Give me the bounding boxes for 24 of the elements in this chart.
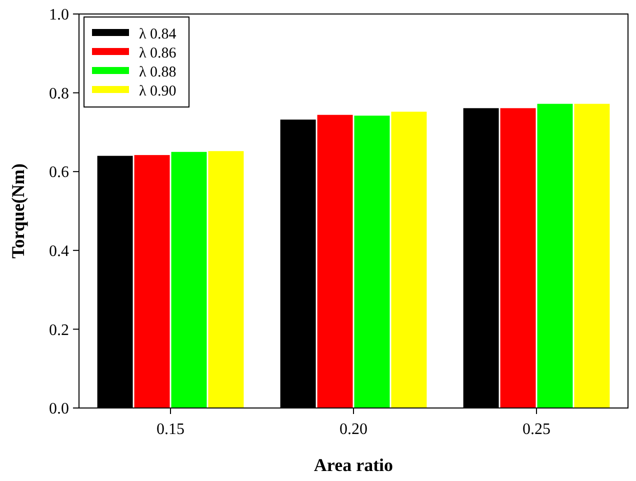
bar xyxy=(208,151,244,408)
legend-label: λ 0.88 xyxy=(139,64,176,80)
y-tick-label: 0.4 xyxy=(49,243,69,260)
bar xyxy=(171,152,207,408)
y-tick-label: 0.8 xyxy=(49,85,69,102)
bar xyxy=(537,104,573,408)
y-tick-label: 0.6 xyxy=(49,164,69,182)
bar xyxy=(391,112,427,408)
y-axis-title: Torque(Nm) xyxy=(8,163,28,259)
x-axis-title: Area ratio xyxy=(314,455,394,475)
bar xyxy=(317,114,353,408)
y-tick-label: 0.2 xyxy=(49,322,69,339)
y-tick-label: 1.0 xyxy=(49,6,69,24)
y-tick-label: 0.0 xyxy=(49,400,69,418)
bar xyxy=(134,155,170,408)
x-tick-label: 0.15 xyxy=(156,421,184,438)
bar xyxy=(354,116,390,408)
legend-label: λ 0.84 xyxy=(139,26,177,42)
legend-label: λ 0.90 xyxy=(139,83,176,100)
bar xyxy=(574,104,610,408)
bar xyxy=(500,108,536,408)
x-tick-label: 0.25 xyxy=(522,421,550,438)
x-tick-label: 0.20 xyxy=(340,421,368,438)
legend-label: λ 0.86 xyxy=(139,45,177,62)
